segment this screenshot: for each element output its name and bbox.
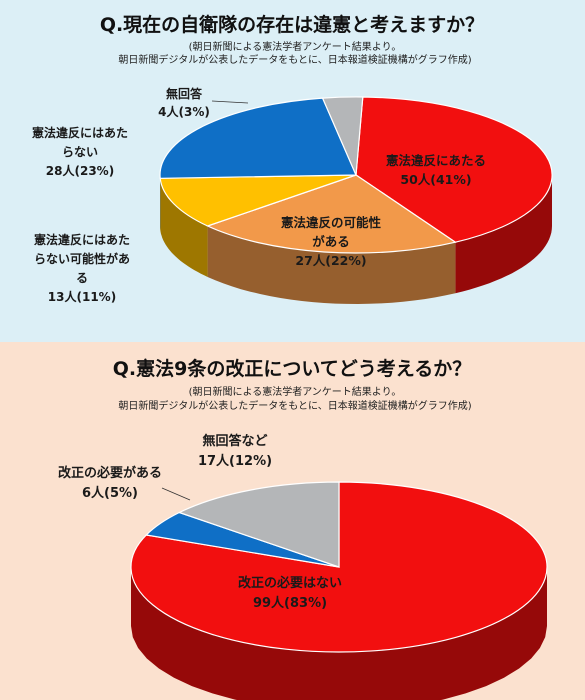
pie-label-0-line-1: 50人(41%) [400, 172, 471, 187]
pie-label-1-line-2: 27人(22%) [295, 253, 366, 268]
chart2-title: Q.憲法9条の改正についてどう考えるか？ [113, 357, 471, 380]
pie-label-2-line-2: る [76, 271, 88, 285]
pie-label-1-line-0: 改正の必要がある [58, 465, 162, 481]
pie-label-4-line-1: 4人(3%) [158, 104, 210, 119]
pie-leader-line-4 [211, 100, 249, 104]
pie-label-2-line-1: 17人(12%) [198, 453, 272, 469]
pie-label-2-line-0: 憲法違反にはあた [33, 232, 130, 247]
pie-label-0-line-1: 99人(83%) [253, 595, 327, 611]
pie-slice-2 [177, 481, 340, 568]
pie-label-3-line-0: 憲法違反にはあた [31, 125, 128, 140]
pie-slice-2 [159, 174, 357, 227]
chart2-subtitle-line1: (朝日新聞による憲法学者アンケート結果より。 [189, 385, 402, 398]
pie-label-1-line-1: 6人(5%) [82, 485, 138, 501]
pie-label-1-line-1: がある [312, 234, 350, 249]
pie-slice-1 [205, 174, 457, 254]
chart1-title: Q.現在の自衛隊の存在は違憲と考えますか？ [100, 13, 484, 36]
chart1-subtitle-line1: (朝日新聞による憲法学者アンケート結果より。 [189, 40, 402, 53]
pie-label-2-line-0: 無回答など [202, 433, 267, 449]
chart1-pie [159, 96, 553, 304]
chart2-labels: 改正の必要はない 99人(83%) 改正の必要がある 6人(5%) 無回答など 17人(1… [58, 433, 342, 611]
pie-slice-3 [159, 97, 357, 179]
pie-label-1-line-0: 憲法違反の可能性 [280, 215, 382, 230]
pie-label-3-line-1: らない [62, 145, 98, 159]
chart2-subtitle-line2: 朝日新聞デジタルが公表したデータをもとに、日本報道検証機構がグラフ作成) [118, 399, 471, 412]
pie-label-0-line-0: 改正の必要はない [238, 575, 342, 591]
pie-slice-4 [321, 96, 364, 176]
pie-label-0-line-0: 憲法違反にあたる [385, 153, 486, 168]
pie-leader-line-1 [161, 487, 191, 501]
pie-side-0 [131, 567, 547, 700]
chart1-subtitle-line2: 朝日新聞デジタルが公表したデータをもとに、日本報道検証機構がグラフ作成) [118, 53, 471, 66]
pie-label-2-line-1: らない可能性があ [34, 251, 130, 266]
pie-side-0 [455, 175, 552, 294]
pie-label-4-line-0: 無回答 [166, 86, 203, 101]
pie-label-2-line-3: 13人(11%) [48, 289, 116, 304]
pie-label-3-line-2: 28人(23%) [46, 163, 114, 178]
chart2-pie [130, 481, 548, 700]
pie-slice-0 [355, 96, 553, 243]
